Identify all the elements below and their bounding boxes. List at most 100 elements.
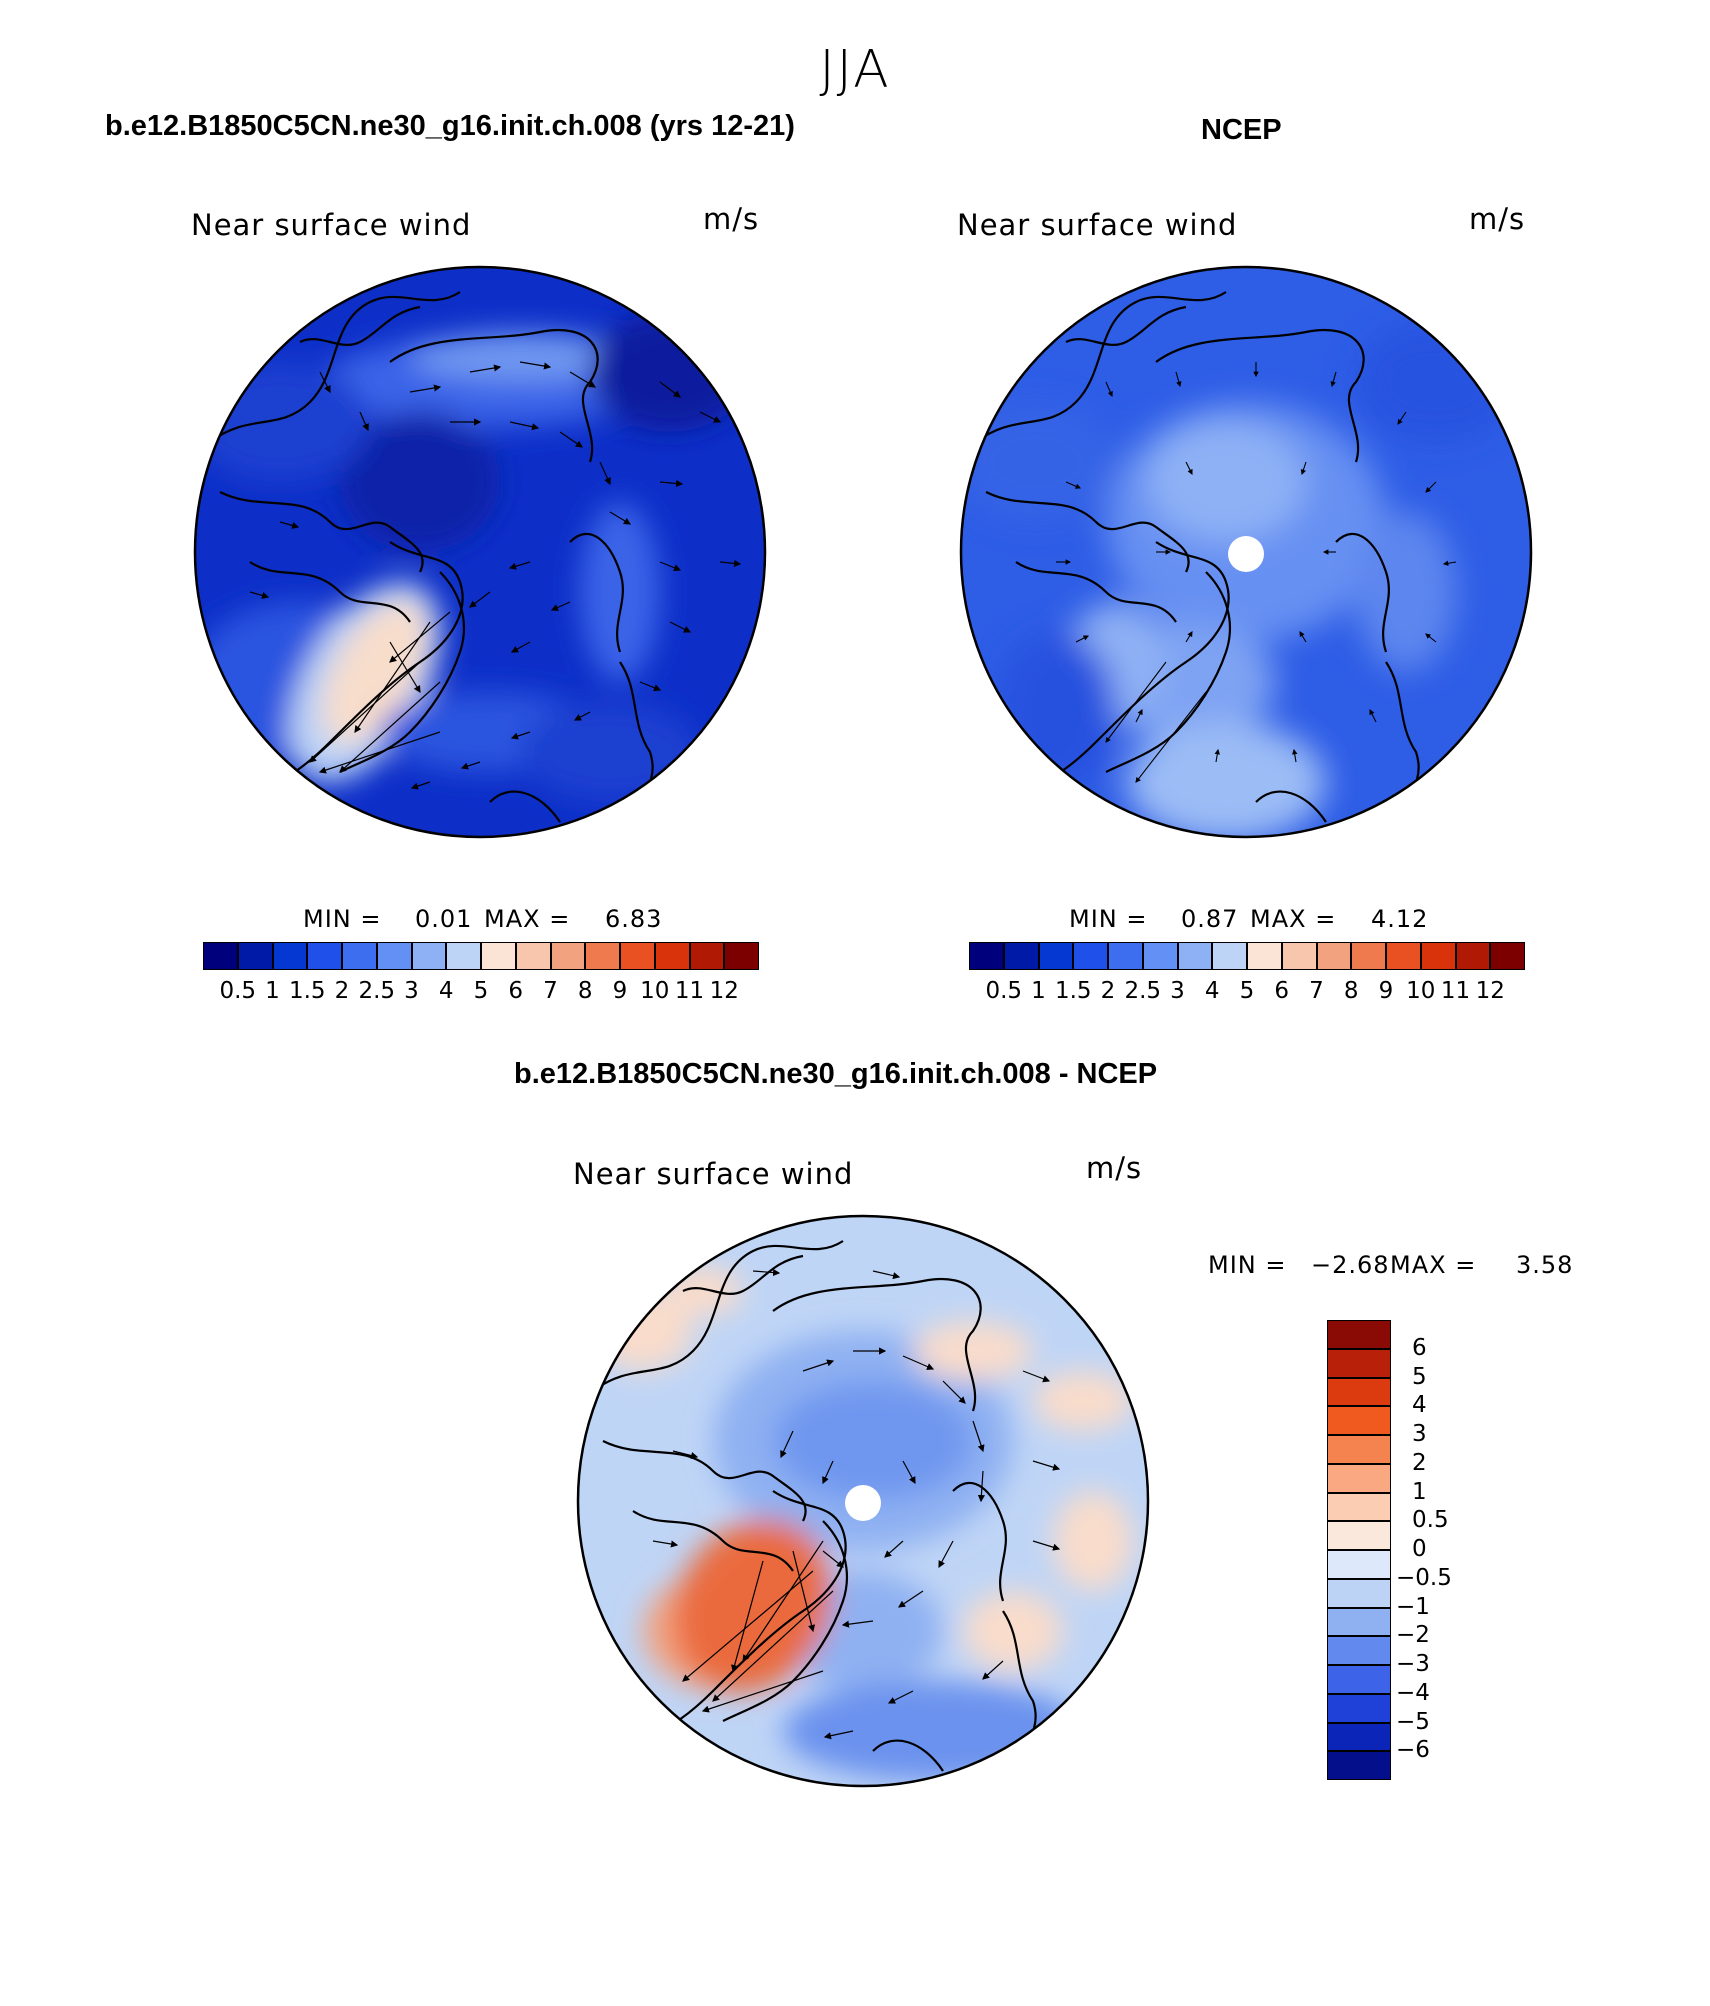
panel2-colorbar-box [969,942,1004,970]
panel3-colorbar-tick-label: 5 [1412,1363,1427,1390]
panel3-colorbar-tick-label: −3 [1396,1651,1430,1677]
panel2-colorbar-box [1281,942,1317,970]
panel2-colorbar-box [1038,942,1074,970]
panel1-colorbar [203,942,759,970]
panel1-colorbar-tick-label: 9 [612,978,628,1004]
panel3-colorbar-box [1327,1722,1391,1752]
panel2-colorbar-box [1177,942,1213,970]
panel3-colorbar-box [1327,1693,1391,1723]
panel2-min-label: MIN = [1069,905,1148,933]
panel1-field-label: Near surface wind [191,208,472,242]
panel3-colorbar-box [1327,1636,1391,1665]
panel1-min-label: MIN = [303,905,382,933]
panel3-colorbar-tick-label: 1 [1412,1478,1427,1505]
panel2-colorbar-box [1108,942,1143,970]
panel3-colorbar-box [1327,1665,1391,1694]
panel2-colorbar-box [1351,942,1386,970]
panel2-map [959,265,1533,839]
panel3-max-label: MAX = [1390,1251,1477,1279]
panel2-colorbar-tick-label: 9 [1378,978,1394,1004]
panel3-colorbar [1327,1320,1391,1780]
panel2-colorbar-tick-label: 10 [1406,978,1436,1004]
panel3-colorbar-tick-label: −4 [1396,1679,1430,1706]
panel3-colorbar-box [1327,1320,1391,1349]
panel2-field-label: Near surface wind [957,208,1238,242]
panel3-colorbar-tick-label: −2 [1396,1622,1430,1649]
panel3-colorbar-box [1327,1578,1391,1608]
panel3-min-label: MIN = [1208,1251,1287,1279]
panel1-colorbar-box [237,942,273,970]
panel1-min-value: 0.01 [415,905,473,933]
panel1-colorbar-ticks: 0.5 1 1.5 2 2.5 3 4 5 6 7 8 9 10 11 12 [203,978,759,1008]
panel1-colorbar-tick-label: 4 [438,978,454,1004]
panel1-colorbar-box [272,942,308,970]
panel2-title: NCEP [1201,114,1282,146]
panel1-colorbar-box [654,942,690,970]
panel2-colorbar-tick-label: 2.5 [1124,978,1162,1004]
panel2-colorbar-tick-label: 12 [1475,978,1505,1004]
panel2-colorbar-box [1455,942,1491,970]
panel3-colorbar-tick-label: −1 [1396,1593,1430,1620]
panel2-min-value: 0.87 [1181,905,1239,933]
panel1-colorbar-box [620,942,655,970]
panel2-colorbar-box [1142,942,1178,970]
panel1-colorbar-tick-label: 10 [640,978,670,1004]
panel3-colorbar-tick-label: 0.5 [1412,1507,1449,1534]
panel1-map [193,265,767,839]
panel1-colorbar-box [203,942,238,970]
panel3-colorbar-box [1327,1751,1391,1780]
panel2-colorbar [969,942,1525,970]
panel1-colorbar-tick-label: 11 [674,978,705,1004]
panel3-map [576,1214,1150,1788]
panel1-colorbar-box [550,942,586,970]
panel1-colorbar-box [446,942,481,970]
panel1-colorbar-box [724,942,759,970]
panel1-colorbar-tick-label: 8 [577,978,593,1004]
panel2-colorbar-box [1212,942,1247,970]
panel1-colorbar-tick-label: 2.5 [358,978,396,1004]
panel1-colorbar-tick-label: 1 [265,978,280,1004]
panel2-colorbar-tick-label: 6 [1274,978,1290,1004]
panel3-colorbar-tick-label: −5 [1396,1708,1430,1735]
panel1-colorbar-box [376,942,412,970]
panel3-colorbar-tick-label: 2 [1412,1449,1427,1476]
panel1-colorbar-box [342,942,377,970]
panel2-colorbar-box [1490,942,1525,970]
panel3-colorbar-box [1327,1550,1391,1579]
panel3-colorbar-box [1327,1348,1391,1378]
panel2-colorbar-tick-label: 1.5 [1054,978,1092,1004]
panel3-colorbar-box [1327,1406,1391,1435]
panel3-colorbar-tick-label: −0.5 [1396,1564,1452,1591]
panel3-colorbar-box [1327,1607,1391,1637]
panel2-colorbar-tick-label: 0.5 [985,978,1023,1004]
panel1-colorbar-tick-label: 7 [543,978,558,1004]
panel1-colorbar-tick-label: 6 [508,978,524,1004]
panel2-colorbar-tick-label: 1 [1031,978,1046,1004]
panel1-colorbar-tick-label: 1.5 [288,978,326,1004]
panel3-colorbar-box [1327,1377,1391,1407]
season-title: JJA [819,40,891,100]
panel3-colorbar-tick-label: 3 [1412,1421,1427,1447]
panel3-colorbar-ticks: 6 5 4 3 2 1 0.5 0 −0.5 −1 −2 −3 −4 −5 −6 [1396,1320,1514,1780]
panel1-colorbar-tick-label: 12 [709,978,739,1004]
panel1-colorbar-box [585,942,620,970]
panel3-colorbar-box [1327,1463,1391,1493]
panel3-colorbar-tick-label: 4 [1412,1392,1427,1419]
panel2-colorbar-tick-label: 5 [1239,978,1255,1004]
panel2-colorbar-tick-label: 3 [1170,978,1185,1004]
panel3-units: m/s [1086,1151,1143,1185]
panel3-field-label: Near surface wind [573,1157,854,1191]
panel3-max-value: 3.58 [1516,1251,1574,1279]
panel1-colorbar-box [307,942,342,970]
panel3-min-value: −2.68 [1311,1251,1390,1279]
panel2-colorbar-tick-label: 8 [1343,978,1359,1004]
panel2-colorbar-tick-label: 2 [1100,978,1116,1004]
panel1-colorbar-box [481,942,516,970]
panel2-colorbar-box [1316,942,1352,970]
panel2-units: m/s [1469,202,1526,236]
panel1-colorbar-tick-label: 3 [404,978,419,1004]
panel1-colorbar-box [515,942,551,970]
panel3-colorbar-box [1327,1492,1391,1522]
panel3-colorbar-box [1327,1521,1391,1550]
panel1-colorbar-tick-label: 5 [473,978,489,1004]
